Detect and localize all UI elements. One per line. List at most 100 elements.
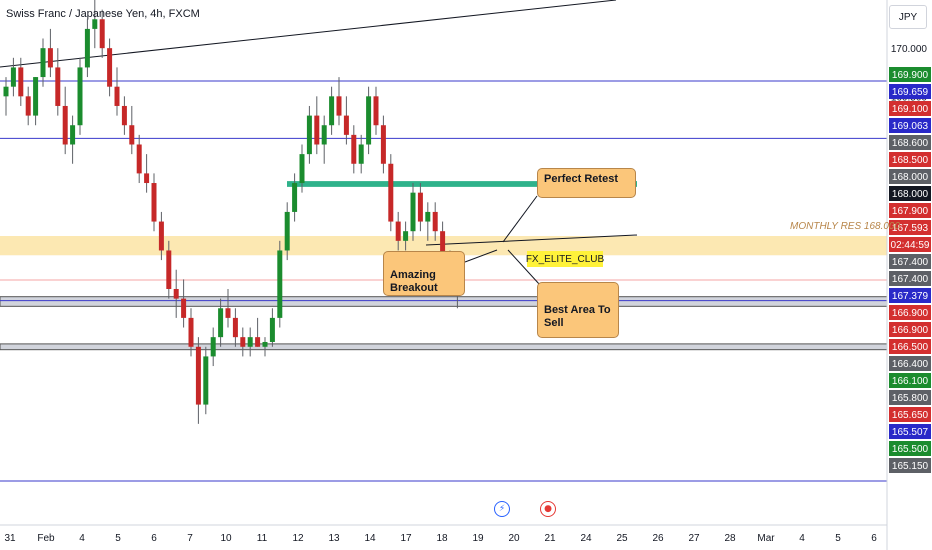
price-tag — [889, 424, 931, 439]
perfect-retest-callout: Perfect Retest — [537, 168, 636, 198]
candle-body — [225, 308, 231, 318]
price-tag — [889, 169, 931, 184]
price-tag — [889, 339, 931, 354]
x-tick-label: 31 — [4, 533, 16, 544]
price-tag — [889, 203, 931, 218]
price-tag — [889, 186, 931, 201]
breakout-pointer — [464, 249, 498, 263]
price-tag-text: 169.100 — [892, 104, 929, 115]
price-tag-text: 168.000 — [892, 172, 929, 183]
price-tag — [889, 305, 931, 320]
price-tag-text: 165.800 — [892, 393, 929, 404]
candle-body — [299, 154, 305, 184]
amazing-breakout-callout: Amazing Breakout — [383, 251, 465, 296]
price-tag — [889, 237, 931, 252]
candle-body — [129, 125, 135, 145]
candle-body — [277, 250, 283, 318]
candle-body — [358, 144, 364, 164]
candle-body — [92, 19, 98, 29]
lightning-icon[interactable]: ⚡ — [494, 501, 510, 517]
price-tag-text: 168.000 — [892, 189, 929, 200]
price-tag-text: 166.900 — [892, 325, 929, 336]
x-tick-label: 21 — [544, 533, 556, 544]
candle-body — [210, 337, 216, 357]
x-tick-label: 11 — [257, 533, 268, 544]
amazing-breakout-text: Amazing Breakout — [390, 269, 438, 294]
candle-body — [195, 346, 201, 405]
currency-button[interactable]: JPY — [889, 5, 927, 29]
candle-body — [292, 183, 298, 212]
price-tag — [889, 407, 931, 422]
candle-body — [107, 48, 113, 87]
candle-body — [284, 211, 290, 251]
price-tag — [889, 152, 931, 167]
price-tag-text: 167.400 — [892, 274, 929, 285]
candle-body — [247, 337, 253, 347]
candle-body — [99, 19, 105, 49]
x-tick-label: 28 — [724, 533, 736, 544]
candle-body — [373, 96, 379, 126]
x-tick-label: 17 — [400, 533, 412, 544]
candle-body — [314, 115, 320, 145]
price-tag — [889, 118, 931, 133]
monthly-res-label: MONTHLY RES 168.000 — [790, 221, 901, 232]
support-zone-upper — [0, 296, 888, 307]
candle-body — [136, 144, 142, 174]
price-tag — [889, 322, 931, 337]
candle-body — [166, 250, 172, 289]
candle-body — [380, 125, 386, 164]
price-tag — [889, 84, 931, 99]
price-tag — [889, 67, 931, 82]
x-tick-label: 6 — [151, 533, 157, 544]
candle-body — [351, 134, 357, 164]
x-tick-label: 5 — [835, 533, 841, 544]
record-icon[interactable]: ● — [540, 501, 556, 517]
price-tag-text: 167.900 — [892, 206, 929, 217]
candle-body — [158, 221, 164, 251]
price-tag-text: 165.150 — [892, 461, 929, 472]
candle-body — [410, 192, 416, 232]
price-tag-text: 166.500 — [892, 342, 929, 353]
x-tick-label: 18 — [436, 533, 448, 544]
price-tag — [889, 441, 931, 456]
price-tag-text: 168.600 — [892, 138, 929, 149]
retest-zone — [287, 181, 637, 187]
price-tag — [889, 390, 931, 405]
x-tick-label: 10 — [220, 533, 232, 544]
x-tick-label: 4 — [79, 533, 85, 544]
candle-body — [218, 308, 224, 338]
candle-body — [366, 96, 372, 145]
candle-body — [25, 96, 31, 116]
price-tag-text: 169.063 — [892, 121, 929, 132]
best-area-callout: Best Area To Sell — [537, 282, 619, 338]
candle-body — [306, 115, 312, 155]
x-tick-label: Feb — [37, 533, 55, 544]
candle-body — [388, 163, 394, 222]
candle-body — [336, 96, 342, 116]
candle-body — [151, 183, 157, 222]
candle-body — [18, 67, 24, 97]
price-tag-text: 166.100 — [892, 376, 929, 387]
price-tag — [889, 254, 931, 269]
candle-body — [47, 48, 53, 68]
breakout-line — [425, 234, 638, 246]
candle-body — [181, 298, 187, 318]
sell-pointer — [507, 249, 541, 286]
best-area-text: Best Area To Sell — [544, 304, 611, 329]
candle-body — [62, 105, 68, 145]
candle-body — [203, 356, 209, 405]
candle-body — [440, 231, 446, 261]
x-tick-label: Mar — [757, 533, 775, 544]
price-tag-text: 02:44:59 — [891, 240, 930, 251]
candle-body — [417, 192, 423, 222]
chart-title: Swiss Franc / Japanese Yen, 4h, FXCM — [6, 8, 200, 20]
y-tick-label: 170.000 — [891, 44, 928, 55]
price-tag — [889, 458, 931, 473]
candle-body — [255, 337, 261, 347]
candle-body — [33, 77, 39, 116]
x-tick-label: 19 — [472, 533, 484, 544]
price-tag-text: 167.400 — [892, 257, 929, 268]
candle-body — [321, 125, 327, 145]
x-tick-label: 20 — [508, 533, 520, 544]
